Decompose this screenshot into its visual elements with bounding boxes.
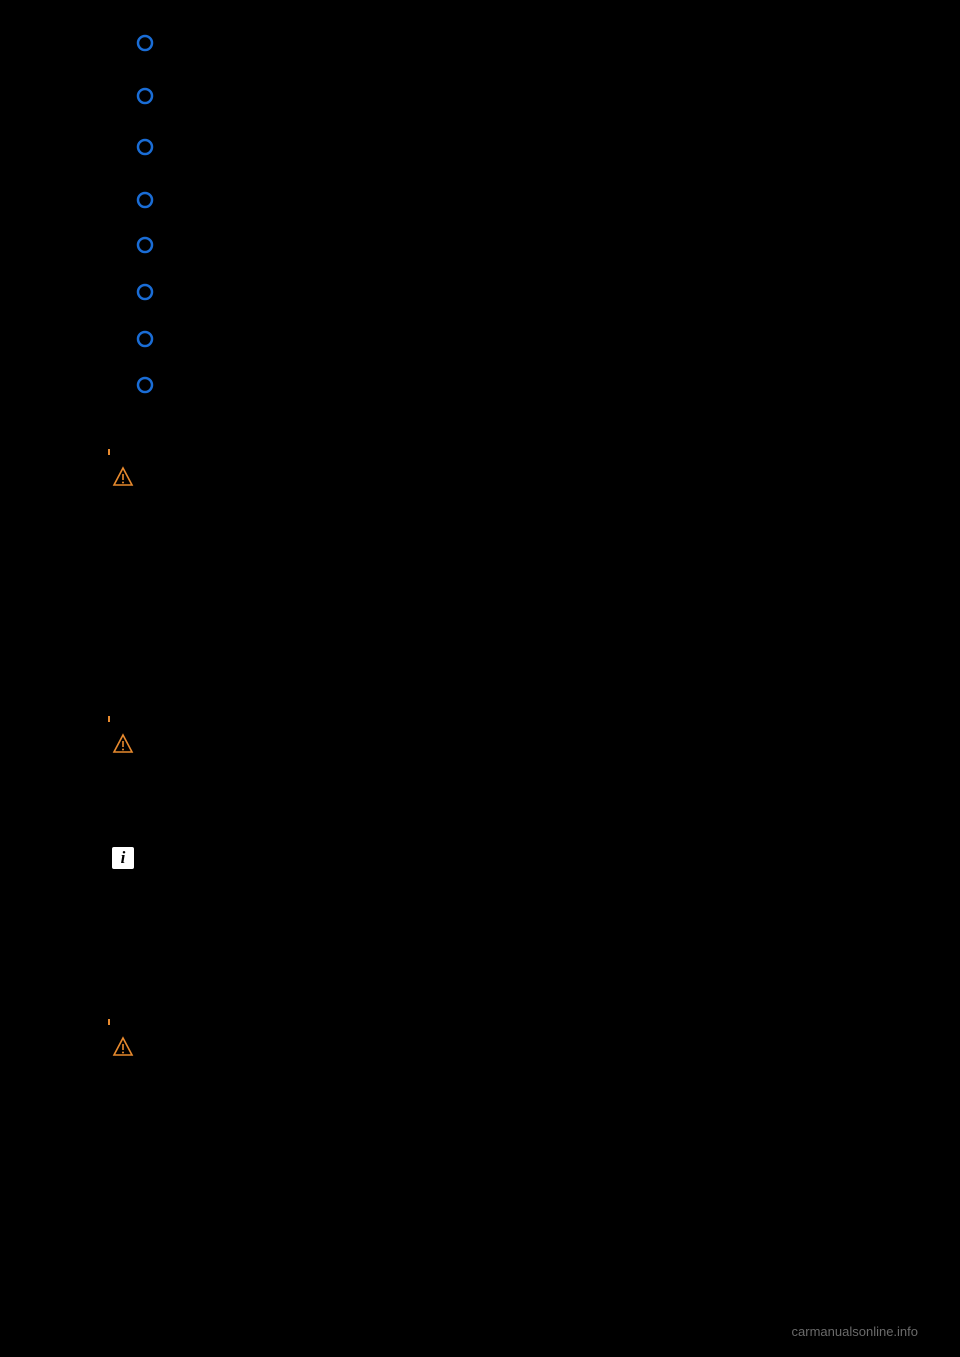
bullet-ring-icon [136,330,154,348]
footer-source-link[interactable]: carmanualsonline.info [792,1324,918,1339]
info-icon: i [112,847,134,869]
bullet-ring-icon [136,376,154,394]
warning-triangle-icon [112,466,134,488]
warning-tick-icon [108,1019,110,1025]
bullet-ring-icon [136,236,154,254]
bullet-ring-icon [136,283,154,301]
bullet-ring-icon [136,34,154,52]
warning-tick-icon [108,449,110,455]
info-icon-text: i [121,848,126,868]
bullet-ring-icon [136,87,154,105]
bullet-ring-icon [136,191,154,209]
warning-tick-icon [108,716,110,722]
warning-triangle-icon [112,733,134,755]
warning-triangle-icon [112,1036,134,1058]
bullet-ring-icon [136,138,154,156]
